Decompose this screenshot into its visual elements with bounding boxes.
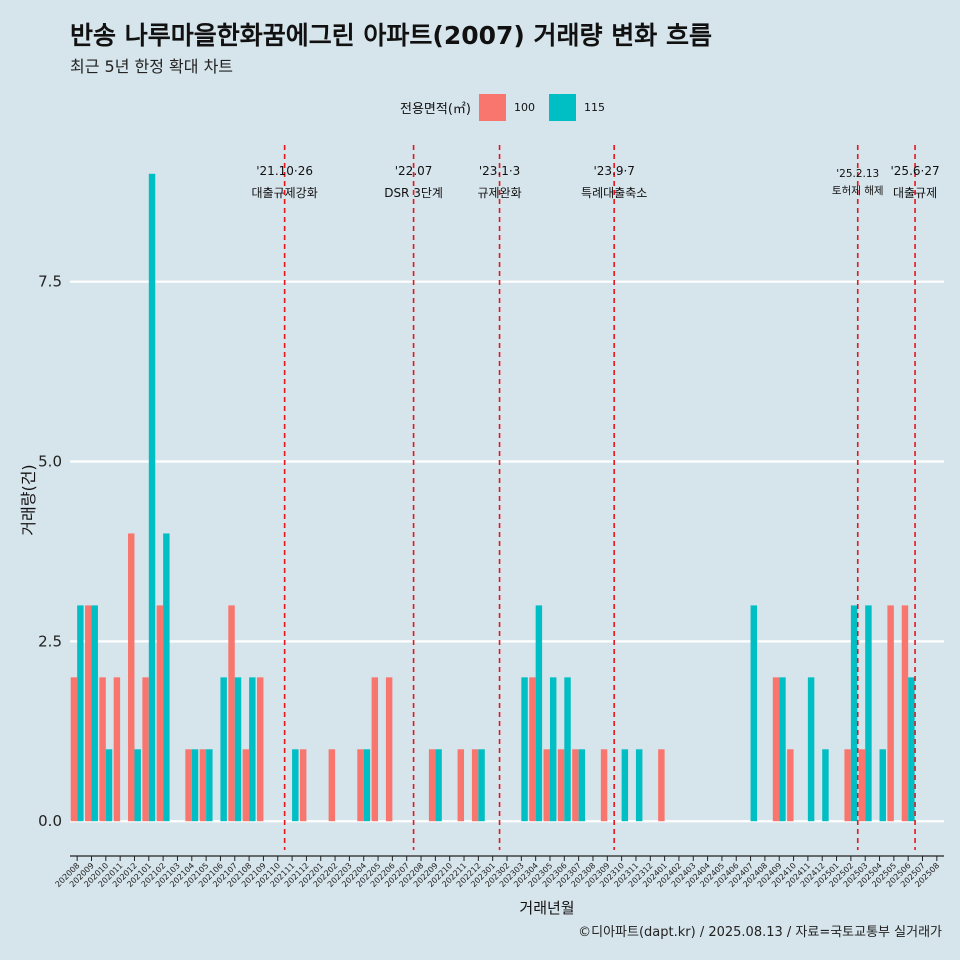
legend-key-115 bbox=[548, 93, 576, 121]
bar-100-202012 bbox=[128, 533, 135, 822]
bar-115-202102 bbox=[163, 533, 170, 822]
y-tick-label: 5.0 bbox=[38, 453, 62, 471]
event-date: '23.9·7 bbox=[593, 164, 634, 178]
bar-115-202104 bbox=[191, 749, 199, 822]
bar-100-202209 bbox=[428, 749, 436, 822]
event-date: '22.07 bbox=[395, 164, 433, 178]
bar-100-202108 bbox=[242, 749, 250, 822]
event-label: 규제완화 bbox=[477, 186, 521, 200]
event-date: '25.6·27 bbox=[891, 164, 940, 178]
event-date: '23.1·3 bbox=[479, 164, 520, 178]
bar-115-202506 bbox=[908, 677, 915, 822]
bar-115-202009 bbox=[91, 605, 98, 822]
event-label: 토허제 해제 bbox=[832, 184, 884, 197]
bar-115-202204 bbox=[363, 749, 371, 822]
event-label: 대출규제 bbox=[893, 186, 937, 200]
bar-115-202108 bbox=[249, 677, 256, 822]
bar-100-202011 bbox=[113, 677, 121, 822]
bar-100-202204 bbox=[357, 749, 364, 822]
bar-100-202505 bbox=[887, 605, 894, 822]
y-tick-label: 2.5 bbox=[38, 632, 62, 650]
legend-label-100: 100 bbox=[513, 100, 535, 114]
bar-100-202409 bbox=[772, 677, 780, 822]
bar-100-202304 bbox=[529, 677, 536, 822]
bar-100-202211 bbox=[457, 749, 465, 822]
bar-100-202506 bbox=[901, 605, 909, 822]
bar-100-202102 bbox=[156, 605, 164, 822]
bar-115-202503 bbox=[865, 605, 872, 822]
bar-100-202202 bbox=[328, 749, 336, 822]
event-label: 특례대출축소 bbox=[581, 186, 647, 200]
bar-100-202212 bbox=[471, 749, 479, 822]
legend-label-115: 115 bbox=[583, 100, 605, 114]
bar-100-202307 bbox=[572, 749, 579, 822]
bar-115-202107 bbox=[234, 677, 242, 822]
bar-115-202012 bbox=[134, 749, 141, 822]
bar-100-202410 bbox=[787, 749, 794, 822]
legend-title: 전용면적(㎡) bbox=[400, 101, 471, 117]
bar-100-202401 bbox=[658, 749, 665, 822]
bar-115-202502 bbox=[850, 605, 858, 822]
bar-100-202305 bbox=[543, 749, 550, 822]
y-tick-label: 7.5 bbox=[38, 273, 62, 291]
event-date: '21.10·26 bbox=[256, 164, 313, 178]
bar-100-202104 bbox=[185, 749, 192, 822]
bar-100-202502 bbox=[844, 749, 851, 822]
bar-115-202304 bbox=[535, 605, 543, 822]
chart-title: 반송 나루마을한화꿈에그린 아파트(2007) 거래량 변화 흐름 bbox=[70, 21, 712, 50]
bar-115-202209 bbox=[435, 749, 442, 822]
bar-115-202307 bbox=[578, 749, 586, 822]
bar-100-202101 bbox=[142, 677, 149, 822]
bar-100-202503 bbox=[858, 749, 866, 822]
bar-115-202105 bbox=[206, 749, 213, 822]
bar-115-202010 bbox=[105, 749, 113, 822]
y-tick-label: 0.0 bbox=[38, 812, 62, 830]
bar-115-202504 bbox=[879, 749, 886, 822]
bar-115-202407 bbox=[750, 605, 758, 822]
event-label: 대출규제강화 bbox=[252, 186, 318, 200]
bar-115-202305 bbox=[549, 677, 557, 822]
bar-115-202106 bbox=[220, 677, 227, 822]
bar-100-202009 bbox=[85, 605, 92, 822]
legend-key-100 bbox=[478, 93, 506, 121]
y-axis-title: 거래량(건) bbox=[19, 464, 38, 535]
bar-115-202412 bbox=[822, 749, 829, 822]
event-label: DSR 3단계 bbox=[384, 186, 443, 200]
bar-100-202008 bbox=[70, 677, 78, 822]
chart-subtitle: 최근 5년 한정 확대 차트 bbox=[70, 57, 234, 76]
bar-100-202107 bbox=[228, 605, 235, 822]
bar-100-202206 bbox=[385, 677, 393, 822]
bar-100-202109 bbox=[256, 677, 264, 822]
bar-115-202311 bbox=[635, 749, 643, 822]
bar-100-202112 bbox=[299, 749, 307, 822]
event-date: '25.2.13 bbox=[836, 168, 879, 180]
bar-115-202101 bbox=[148, 173, 156, 822]
bar-100-202205 bbox=[371, 677, 379, 822]
bar-115-202306 bbox=[564, 677, 571, 822]
bar-115-202409 bbox=[779, 677, 786, 822]
bar-115-202111 bbox=[292, 749, 299, 822]
bar-115-202303 bbox=[521, 677, 528, 822]
x-axis-title: 거래년월 bbox=[519, 899, 574, 917]
bar-100-202306 bbox=[557, 749, 565, 822]
legend: 전용면적(㎡) 100 115 bbox=[400, 92, 619, 122]
bar-100-202010 bbox=[99, 677, 106, 822]
bar-115-202411 bbox=[807, 677, 815, 822]
bar-115-202008 bbox=[77, 605, 84, 822]
bar-115-202212 bbox=[478, 749, 485, 822]
caption: ©디아파트(dapt.kr) / 2025.08.13 / 자료=국토교통부 실… bbox=[578, 925, 942, 940]
bar-115-202310 bbox=[621, 749, 629, 822]
bar-100-202309 bbox=[600, 749, 608, 822]
bar-100-202105 bbox=[199, 749, 207, 822]
